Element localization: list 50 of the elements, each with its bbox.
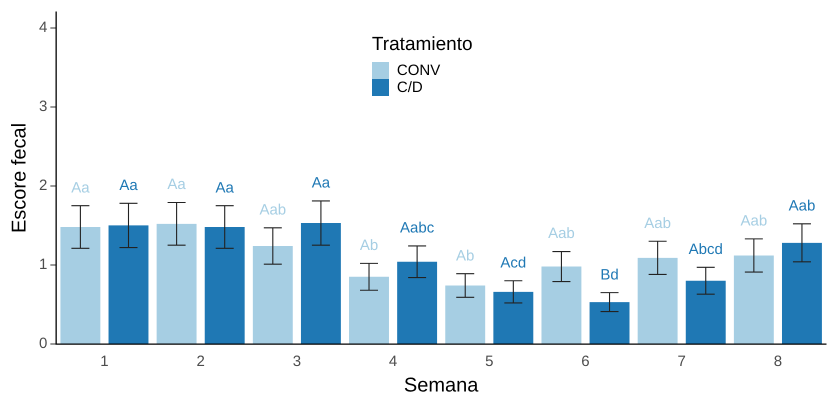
x-tick-label: 8 (774, 353, 782, 370)
x-tick-label: 2 (196, 353, 205, 370)
bar (204, 227, 245, 344)
y-tick-label: 3 (39, 98, 48, 115)
y-tick-label: 1 (39, 256, 48, 274)
data-label: Aa (119, 176, 138, 194)
data-label: Ab (360, 237, 378, 254)
data-label: Aab (644, 214, 671, 232)
bar (541, 266, 582, 344)
bar (686, 280, 726, 344)
x-tick-label: 1 (100, 353, 109, 370)
x-tick-label: 6 (581, 353, 590, 370)
bar (493, 292, 534, 344)
bar (638, 258, 678, 344)
data-label: Aa (216, 179, 235, 196)
bar (300, 223, 341, 344)
y-tick-label: 4 (39, 18, 48, 36)
data-label: Aab (548, 225, 575, 242)
bar (60, 227, 100, 344)
data-label: Aa (71, 179, 90, 196)
data-label: Acd (500, 254, 526, 272)
bar (108, 225, 148, 344)
data-label: Bd (600, 266, 619, 284)
x-tick-label: 4 (388, 353, 398, 370)
data-label: Aab (740, 212, 768, 230)
bar (156, 224, 197, 344)
x-tick-label: 7 (678, 353, 686, 370)
x-tick-label: 5 (485, 353, 494, 370)
data-label: Aabc (400, 220, 435, 237)
legend-label: CONV (396, 62, 440, 79)
bar (445, 286, 486, 344)
legend-title: Tratamiento (372, 34, 473, 56)
bar (397, 262, 438, 344)
y-axis-title: Escore fecal (8, 122, 31, 234)
data-label: Aa (167, 176, 186, 194)
bar (252, 246, 293, 344)
data-label: Aa (312, 174, 331, 192)
legend-label: C/D (396, 79, 423, 96)
data-label: Ab (456, 247, 474, 264)
y-tick-label: 2 (39, 177, 48, 194)
bar (782, 242, 822, 344)
data-label: Aab (259, 201, 286, 218)
x-tick-label: 3 (292, 353, 302, 370)
bar (734, 255, 774, 344)
x-axis-title: Semana (404, 374, 480, 397)
y-tick-label: 0 (39, 335, 48, 352)
bar (590, 302, 630, 344)
bar (349, 276, 389, 344)
data-label: Aab (788, 197, 816, 214)
data-label: Abcd (688, 240, 723, 258)
